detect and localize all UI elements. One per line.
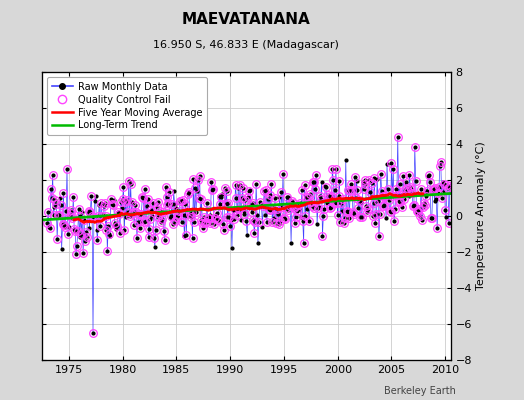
Text: MAEVATANANA: MAEVATANANA xyxy=(182,12,311,27)
Y-axis label: Temperature Anomaly (°C): Temperature Anomaly (°C) xyxy=(476,142,486,290)
Text: 16.950 S, 46.833 E (Madagascar): 16.950 S, 46.833 E (Madagascar) xyxy=(154,40,339,50)
Text: Berkeley Earth: Berkeley Earth xyxy=(384,386,456,396)
Legend: Raw Monthly Data, Quality Control Fail, Five Year Moving Average, Long-Term Tren: Raw Monthly Data, Quality Control Fail, … xyxy=(47,77,208,135)
